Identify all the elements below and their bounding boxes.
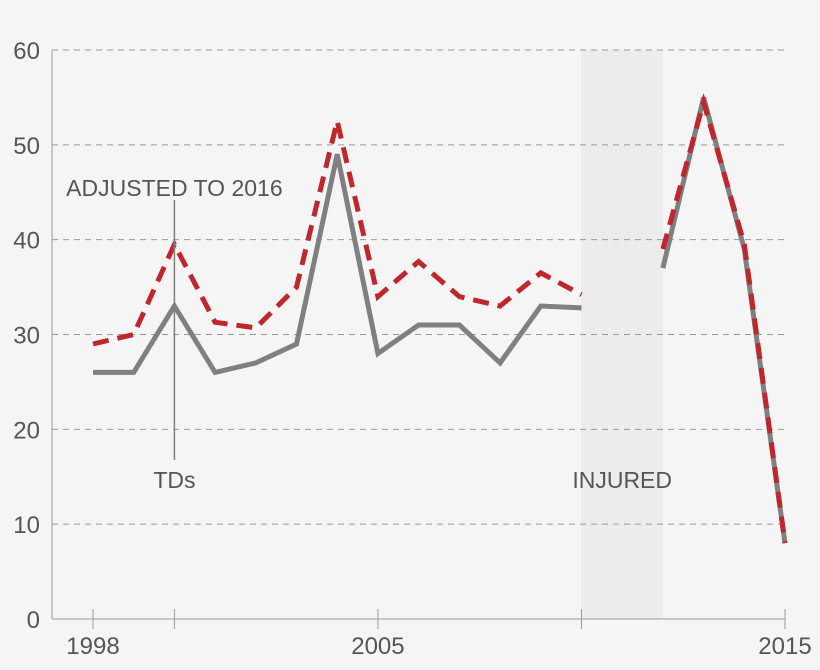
y-tick-label-50: 50 — [13, 133, 40, 160]
gridlines — [52, 49, 785, 525]
series-tds-line-segment-1 — [660, 96, 788, 544]
tds-annotation-label: TDs — [153, 467, 195, 493]
series-lines — [92, 92, 788, 544]
tick-labels: 0 10 20 30 40 50 60 1998 2005 2015 — [13, 38, 811, 660]
x-tick-label-1998: 1998 — [66, 633, 119, 660]
y-tick-label-20: 20 — [13, 417, 40, 444]
axes — [51, 50, 786, 629]
y-tick-label-30: 30 — [13, 323, 40, 350]
adjusted-annotation-label: ADJUSTED TO 2016 — [66, 175, 282, 201]
y-tick-label-10: 10 — [13, 512, 40, 539]
x-tick-label-2015: 2015 — [758, 633, 811, 660]
injured-annotation-label: INJURED — [572, 467, 672, 493]
y-tick-label-40: 40 — [13, 228, 40, 255]
y-tick-label-0: 0 — [27, 607, 40, 634]
x-tick-label-2005: 2005 — [351, 633, 404, 660]
y-tick-label-60: 60 — [13, 38, 40, 65]
series-adjusted-line-segment-1 — [660, 92, 788, 544]
